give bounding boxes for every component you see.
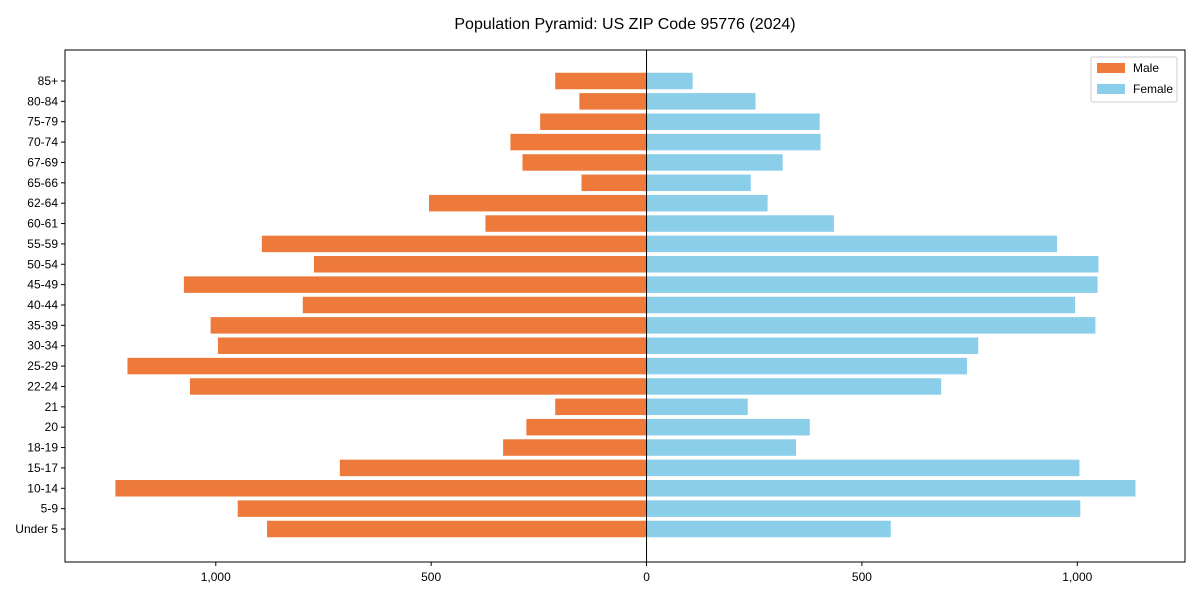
chart-title: Population Pyramid: US ZIP Code 95776 (2… bbox=[454, 16, 795, 33]
bar-male-67-69 bbox=[522, 154, 647, 171]
bar-male-25-29 bbox=[127, 357, 647, 375]
y-tick-label: 25-29 bbox=[27, 359, 58, 373]
bar-female-45-49 bbox=[646, 276, 1098, 293]
y-tick-label: 70-74 bbox=[27, 135, 58, 149]
bar-male-60-61 bbox=[485, 215, 647, 232]
bar-female-5-9 bbox=[646, 500, 1081, 517]
bar-male-10-14 bbox=[115, 480, 647, 497]
legend-swatch-male bbox=[1097, 63, 1125, 73]
y-tick-label: 62-64 bbox=[27, 196, 58, 210]
legend-swatch-female bbox=[1097, 84, 1125, 94]
bar-female-15-17 bbox=[646, 459, 1080, 477]
bar-male-18-19 bbox=[503, 439, 647, 456]
legend: Male Female bbox=[1090, 56, 1178, 103]
bar-female-62-64 bbox=[646, 194, 768, 212]
y-tick-label: 40-44 bbox=[27, 298, 58, 312]
bar-male-30-34 bbox=[217, 337, 647, 354]
bar-female-70-74 bbox=[646, 133, 821, 151]
x-tick-label: 1,000 bbox=[201, 570, 231, 584]
bar-male-80-84 bbox=[579, 93, 647, 110]
y-tick-label: 10-14 bbox=[27, 481, 58, 495]
bar-male-20 bbox=[526, 418, 647, 436]
bar-male-21 bbox=[555, 398, 647, 416]
y-tick-label: 5-9 bbox=[41, 502, 59, 516]
y-tick-label: 22-24 bbox=[27, 379, 58, 393]
x-tick-label: 500 bbox=[421, 570, 441, 584]
bar-female-10-14 bbox=[646, 480, 1136, 497]
bar-male-22-24 bbox=[189, 378, 647, 395]
bar-male-40-44 bbox=[302, 296, 647, 314]
bar-female-40-44 bbox=[646, 296, 1076, 314]
bar-female-25-29 bbox=[646, 357, 968, 375]
y-tick-label: Under 5 bbox=[15, 522, 58, 536]
bar-female-80-84 bbox=[646, 93, 756, 110]
bar-female-22-24 bbox=[646, 378, 942, 395]
bar-female-55-59 bbox=[646, 235, 1058, 253]
x-tick-label: 0 bbox=[643, 570, 650, 584]
bar-female-18-19 bbox=[646, 439, 797, 456]
bar-female-30-34 bbox=[646, 337, 979, 354]
y-tick-label: 80-84 bbox=[27, 94, 58, 108]
bar-female-75-79 bbox=[646, 113, 820, 130]
bar-male-45-49 bbox=[183, 276, 647, 293]
y-tick-label: 18-19 bbox=[27, 441, 58, 455]
bar-male-65-66 bbox=[581, 174, 647, 192]
bar-female-67-69 bbox=[646, 154, 783, 171]
bar-female-60-61 bbox=[646, 215, 834, 232]
legend-label-female: Female bbox=[1133, 82, 1173, 96]
bar-male-62-64 bbox=[429, 194, 647, 212]
bar-female-20 bbox=[646, 418, 810, 436]
bar-male-50-54 bbox=[313, 256, 647, 273]
bar-female-21 bbox=[646, 398, 748, 416]
bar-male-55-59 bbox=[261, 235, 647, 253]
plot-frame bbox=[64, 49, 1186, 563]
bar-female-50-54 bbox=[646, 256, 1099, 273]
bar-female-Under 5 bbox=[646, 520, 891, 538]
y-tick-label: 75-79 bbox=[27, 115, 58, 129]
y-tick-label: 65-66 bbox=[27, 176, 58, 190]
y-tick-label: 50-54 bbox=[27, 257, 58, 271]
bar-female-35-39 bbox=[646, 317, 1096, 334]
bar-male-35-39 bbox=[210, 317, 647, 334]
bar-male-Under 5 bbox=[267, 520, 647, 538]
y-tick-label: 85+ bbox=[38, 74, 58, 88]
bar-male-5-9 bbox=[237, 500, 647, 517]
y-tick-label: 60-61 bbox=[27, 217, 58, 231]
bar-female-85+ bbox=[646, 72, 693, 90]
x-tick-label: 1,000 bbox=[1062, 570, 1092, 584]
y-tick-label: 45-49 bbox=[27, 278, 58, 292]
y-tick-label: 20 bbox=[45, 420, 59, 434]
bar-male-85+ bbox=[555, 72, 647, 90]
y-tick-label: 30-34 bbox=[27, 339, 58, 353]
y-tick-label: 67-69 bbox=[27, 155, 58, 169]
bar-male-75-79 bbox=[540, 113, 647, 130]
y-tick-label: 21 bbox=[45, 400, 59, 414]
legend-label-male: Male bbox=[1133, 61, 1159, 75]
bar-female-65-66 bbox=[646, 174, 751, 192]
y-tick-label: 35-39 bbox=[27, 318, 58, 332]
y-tick-label: 15-17 bbox=[27, 461, 58, 475]
bar-male-70-74 bbox=[510, 133, 647, 151]
x-tick-label: 500 bbox=[852, 570, 872, 584]
y-tick-label: 55-59 bbox=[27, 237, 58, 251]
bar-male-15-17 bbox=[339, 459, 647, 477]
